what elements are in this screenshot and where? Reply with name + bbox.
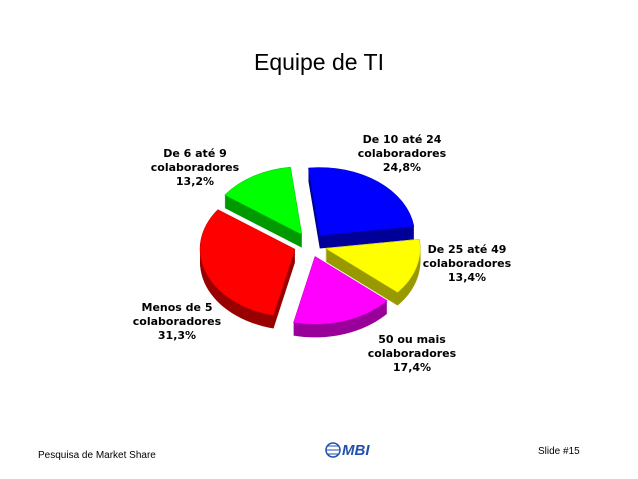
slice-category: 50 ou mais colaboradores [367,333,457,360]
pie-slice [308,167,415,249]
footer-left: Pesquisa de Market Share [38,450,156,461]
slice-value: 17,4% [392,361,432,374]
slice-label: De 6 até 9 colaboradores 13,2% [145,147,245,189]
slice-category: Menos de 5 colaboradores [132,301,222,328]
pie-slice [293,256,388,338]
slice-label: Menos de 5 colaboradores 31,3% [127,301,227,343]
slice-value: 13,2% [175,175,215,188]
pie-slice [224,166,303,248]
logo: MBI [325,442,370,459]
slice-value: 13,4% [447,271,487,284]
slice-value: 24,8% [382,161,422,174]
pie-slice [324,239,421,306]
slice-top [324,239,421,293]
slice-category: De 10 até 24 colaboradores [357,133,447,160]
slice-top [224,166,303,236]
slice-top [199,209,296,316]
chart-title: Equipe de TI [254,49,384,75]
slice-label: De 10 até 24 colaboradores 24,8% [352,133,452,175]
slice-category: De 6 até 9 colaboradores [150,147,240,174]
pie-slice [199,209,296,329]
slice-top [308,167,415,236]
slice-label: 50 ou mais colaboradores 17,4% [362,333,462,375]
slice-category: De 25 até 49 colaboradores [422,243,512,270]
slice-top [293,256,388,325]
slice-label: De 25 até 49 colaboradores 13,4% [417,243,517,285]
slice-value: 31,3% [157,329,197,342]
logo-text: MBI [342,442,370,459]
footer-right: Slide #15 [538,446,580,457]
